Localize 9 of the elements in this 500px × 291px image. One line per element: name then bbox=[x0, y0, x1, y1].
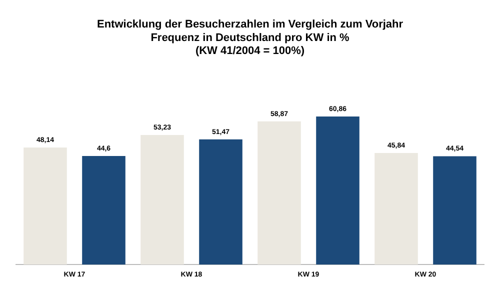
bar bbox=[316, 116, 360, 265]
bar bbox=[374, 153, 418, 265]
bar bbox=[199, 139, 242, 265]
chart-title: Entwicklung der Besucherzahlen im Vergleich zum Vorjahr Frequenz in Deutschland pro KW in % (KW 41/2004 = 100%) bbox=[96, 18, 404, 58]
bar bbox=[258, 121, 301, 265]
bar bbox=[433, 156, 476, 265]
bar bbox=[82, 156, 126, 265]
bar bbox=[24, 147, 67, 265]
bar bbox=[140, 135, 184, 265]
